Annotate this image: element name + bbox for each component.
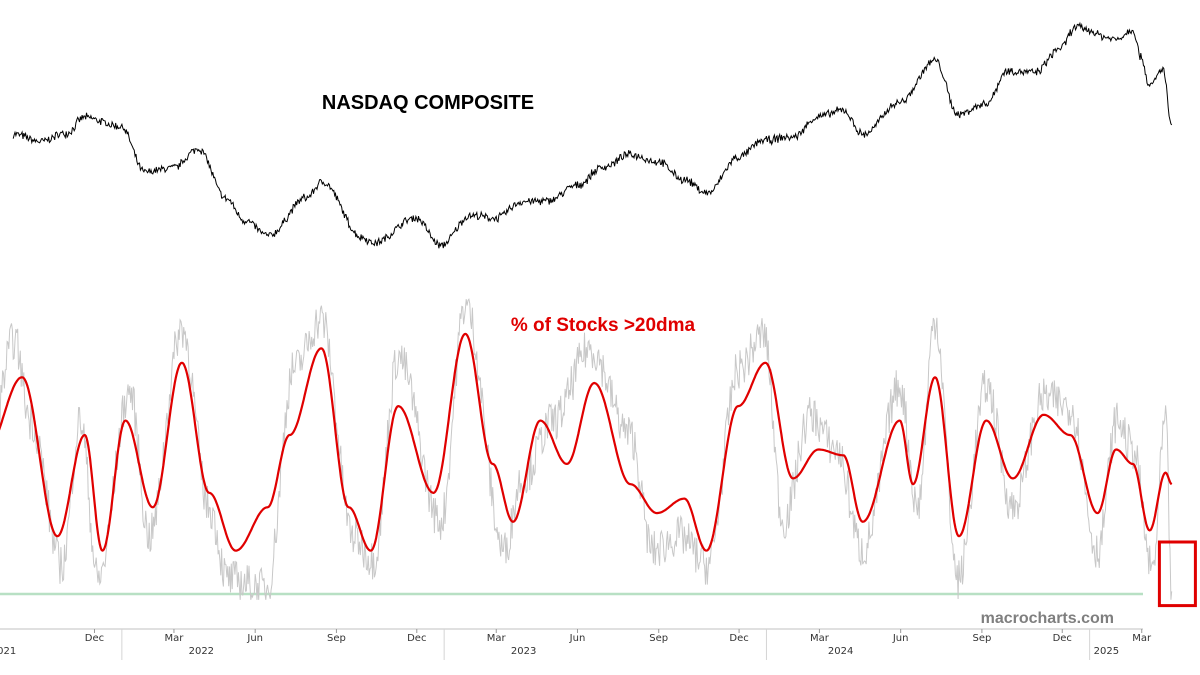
month-label: Mar <box>487 633 507 644</box>
month-label: Dec <box>407 633 426 644</box>
month-label: Jun <box>892 633 909 644</box>
month-label: Jun <box>569 633 586 644</box>
x-axis: Dec Mar Jun Sep Dec Mar Jun Sep Dec Mar Jun Sep Dec M… <box>0 628 1152 660</box>
month-label: Dec <box>85 633 104 644</box>
breadth-title: % of Stocks >20dma <box>511 315 696 336</box>
year-label: 2021 <box>0 646 16 657</box>
month-label: Sep <box>649 633 668 644</box>
month-label: Sep <box>972 633 991 644</box>
nasdaq-price-line <box>12 21 1173 249</box>
year-label: 2022 <box>189 646 214 657</box>
watermark: macrocharts.com <box>981 610 1114 627</box>
year-label: 2023 <box>511 646 536 657</box>
breadth-panel: % of Stocks >20dma <box>0 298 1197 608</box>
highlight-box <box>1157 540 1197 608</box>
month-label: Mar <box>165 633 185 644</box>
year-label: 2024 <box>828 646 853 657</box>
month-label: Dec <box>729 633 748 644</box>
breadth-raw-line <box>0 298 1173 600</box>
nasdaq-price-panel: NASDAQ COMPOSITE <box>12 21 1173 249</box>
breadth-smoothed-line <box>0 332 1173 552</box>
year-label: 2025 <box>1094 646 1119 657</box>
month-label: Sep <box>327 633 346 644</box>
month-label: Mar <box>810 633 830 644</box>
month-label: Jun <box>246 633 263 644</box>
month-label: Dec <box>1053 633 1072 644</box>
nasdaq-title: NASDAQ COMPOSITE <box>322 92 534 114</box>
month-label: Mar <box>1132 633 1152 644</box>
